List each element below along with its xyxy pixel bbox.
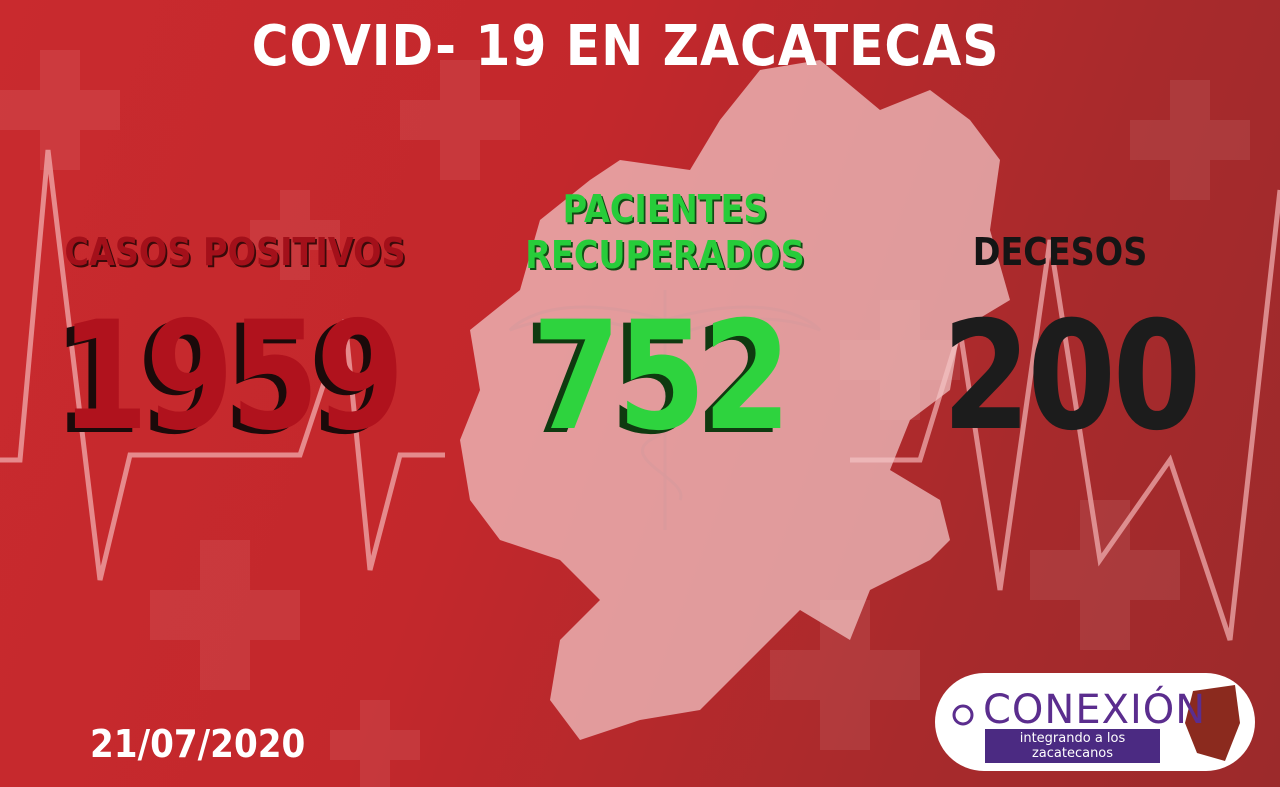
- title: COVID- 19 EN ZACATECAS: [251, 14, 1000, 79]
- logo-art: [952, 685, 1240, 761]
- logo-tagline: integrando a los zacatecanos: [985, 729, 1160, 763]
- logo-name: CONEXIÓN: [983, 687, 1207, 733]
- stat-value: 200: [942, 290, 1201, 464]
- date: 21/07/2020: [90, 722, 306, 766]
- stat-label: PACIENTES RECUPERADOS: [525, 187, 805, 277]
- stat-value: 1959: [60, 290, 405, 464]
- stat-label: DECESOS: [972, 230, 1148, 274]
- logo: CONEXIÓN integrando a los zacatecanos: [935, 673, 1255, 771]
- stat-label: CASOS POSITIVOS: [64, 230, 406, 274]
- stat-value: 752: [532, 290, 791, 464]
